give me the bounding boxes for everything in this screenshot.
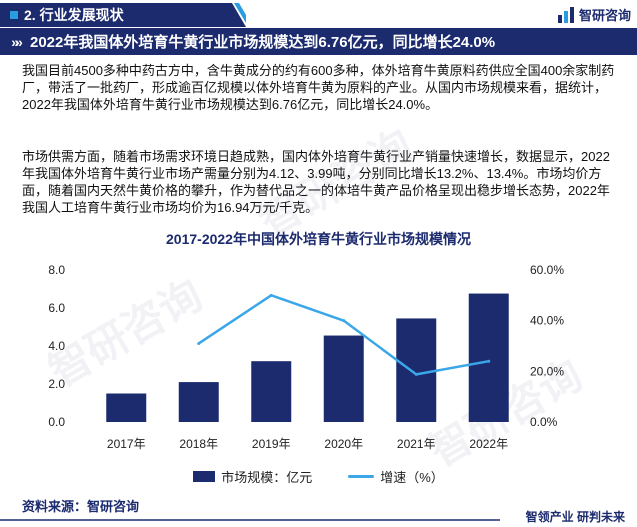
x-tick-label: 2018年 — [179, 437, 218, 451]
legend-line-label: 增速（%） — [380, 470, 444, 485]
x-tick-label: 2017年 — [107, 437, 146, 451]
y-left-tick-label: 2.0 — [48, 377, 65, 391]
legend-line-swatch — [348, 475, 375, 478]
brand: 智研咨询 — [557, 5, 631, 24]
section-marker-icon — [10, 11, 18, 19]
x-tick-label: 2020年 — [324, 437, 363, 451]
body-paragraph-1: 我国目前4500多种中药古方中，含牛黄成分的约有600多种，体外培育牛黄原料药供… — [22, 63, 615, 112]
chevron-icon: »» — [11, 33, 23, 50]
y-left-tick-label: 6.0 — [48, 301, 65, 315]
chart-title: 2017-2022年中国体外培育牛黄行业市场规模情况 — [166, 231, 471, 247]
x-tick-label: 2022年 — [469, 437, 508, 451]
y-right-tick-label: 20.0% — [530, 364, 564, 378]
growth-rate-point — [269, 293, 273, 297]
legend-item-line: 增速（%） — [348, 467, 444, 486]
bar-market-size — [106, 393, 147, 422]
y-left-tick-label: 0.0 — [48, 415, 65, 429]
x-tick-label: 2021年 — [397, 437, 436, 451]
y-right-tick-label: 60.0% — [530, 263, 564, 277]
brand-name: 智研咨询 — [578, 8, 631, 23]
top-bar: 2. 行业发展现状 智研咨询 — [0, 0, 637, 28]
headline-title: 2022年我国体外培育牛黄行业市场规模达到6.76亿元，同比增长24.0% — [30, 34, 496, 51]
bar-market-size — [178, 382, 219, 422]
bar-market-size — [323, 335, 364, 422]
legend-bar-swatch — [193, 471, 216, 482]
growth-rate-point — [487, 359, 491, 363]
section-label: 2. 行业发展现状 — [24, 7, 124, 23]
y-right-tick-label: 0.0% — [530, 415, 558, 429]
bar-market-size — [396, 318, 437, 422]
y-right-tick-label: 40.0% — [530, 314, 564, 328]
section-tab: 2. 行业发展现状 — [0, 3, 222, 27]
bar-market-size — [468, 293, 509, 422]
market-size-chart: 0.0 2.0 4.0 6.0 8.0 0.0% 20.0% 40.0% 60.0% 2017年 2… — [48, 263, 564, 451]
bar-market-size — [251, 361, 292, 422]
y-left-tick-label: 4.0 — [48, 339, 65, 353]
tab-ribbon-icon — [222, 3, 246, 27]
y-left-tick-label: 8.0 — [48, 263, 65, 277]
growth-rate-point — [342, 319, 346, 323]
legend-bar-label: 市场规模：亿元 — [221, 470, 313, 485]
footer-tagline: 智领产业 研判未来 — [525, 510, 625, 524]
body-paragraph-2: 市场供需方面，随着市场需求环境日趋成熟，国内体外培育牛黄行业产销量快速增长，数据… — [22, 149, 610, 215]
x-tick-label: 2019年 — [252, 437, 291, 451]
chart-legend: 市场规模：亿元 增速（%） — [0, 467, 637, 486]
footer-rule — [0, 519, 500, 521]
headline-banner: »» 2022年我国体外培育牛黄行业市场规模达到6.76亿元，同比增长24.0% — [0, 28, 637, 55]
growth-rate-point — [414, 372, 418, 376]
growth-rate-point — [197, 341, 201, 345]
data-source: 资料来源：智研咨询 — [22, 499, 140, 514]
legend-item-bar: 市场规模：亿元 — [193, 467, 312, 486]
brand-logo-icon — [557, 6, 574, 23]
